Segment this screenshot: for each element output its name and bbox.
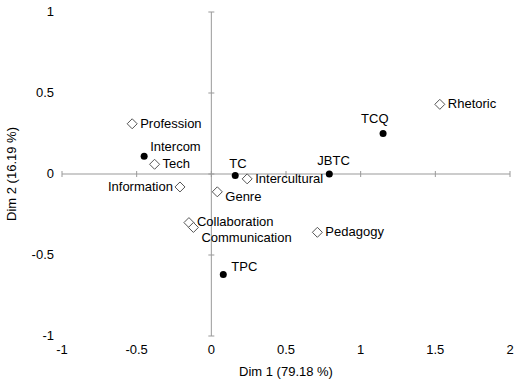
x-tick — [510, 171, 511, 177]
y-tick — [208, 93, 214, 94]
point-label: TC — [229, 156, 246, 171]
x-tick-label: 2 — [506, 342, 513, 357]
point-label: Profession — [140, 116, 201, 131]
marks — [127, 99, 445, 278]
x-tick-label: 1.5 — [426, 342, 444, 357]
chart: -1 -0.5 0 0.5 1 1.5 2 -1 -0.5 0 0.5 1 Dim 1 (79.18 %… — [0, 0, 519, 386]
x-tick-label: -0.5 — [125, 342, 147, 357]
x-tick-label: 0.5 — [277, 342, 295, 357]
point — [232, 172, 239, 179]
y-tick — [208, 12, 214, 13]
point — [127, 119, 137, 129]
point-label: TPC — [231, 259, 257, 274]
point-label: Communication — [201, 230, 291, 245]
y-tick-label: 1 — [47, 4, 54, 19]
point — [212, 187, 222, 197]
x-tick — [435, 171, 436, 177]
point-label: Intercultural — [255, 171, 323, 186]
point-labels: Intercom TC JBTC TCQ TPC Rhetoric Profession Te… — [108, 96, 497, 274]
point-label: Intercom — [150, 139, 201, 154]
point-label: Pedagogy — [325, 224, 384, 239]
point — [435, 99, 445, 109]
point-label: TCQ — [361, 111, 388, 126]
y-tick — [208, 174, 214, 175]
x-tick-label: 0 — [208, 342, 215, 357]
y-axis-title: Dim 2 (16.19 %) — [4, 127, 19, 221]
point — [326, 171, 333, 178]
x-tick-label: 1 — [357, 342, 364, 357]
point-label: Genre — [225, 189, 261, 204]
point-label: JBTC — [317, 153, 350, 168]
point — [312, 227, 322, 237]
y-tick — [208, 336, 214, 337]
x-tick — [136, 171, 137, 177]
point — [150, 159, 160, 169]
point-label: Tech — [163, 156, 190, 171]
point-label: Rhetoric — [448, 96, 497, 111]
y-tick-label: -0.5 — [32, 247, 54, 262]
y-tick — [208, 255, 214, 256]
x-tick — [62, 171, 63, 177]
x-tick-label: -1 — [56, 342, 68, 357]
point — [141, 153, 148, 160]
x-tick — [360, 171, 361, 177]
point — [175, 182, 185, 192]
point — [220, 271, 227, 278]
y-tick-label: 0.5 — [36, 85, 54, 100]
point — [242, 174, 252, 184]
point-label: Information — [108, 179, 173, 194]
point-label: Collaboration — [197, 214, 274, 229]
y-tick-label: 0 — [47, 166, 54, 181]
y-tick-label: -1 — [42, 328, 54, 343]
x-axis-title: Dim 1 (79.18 %) — [239, 364, 333, 379]
point — [380, 130, 387, 137]
